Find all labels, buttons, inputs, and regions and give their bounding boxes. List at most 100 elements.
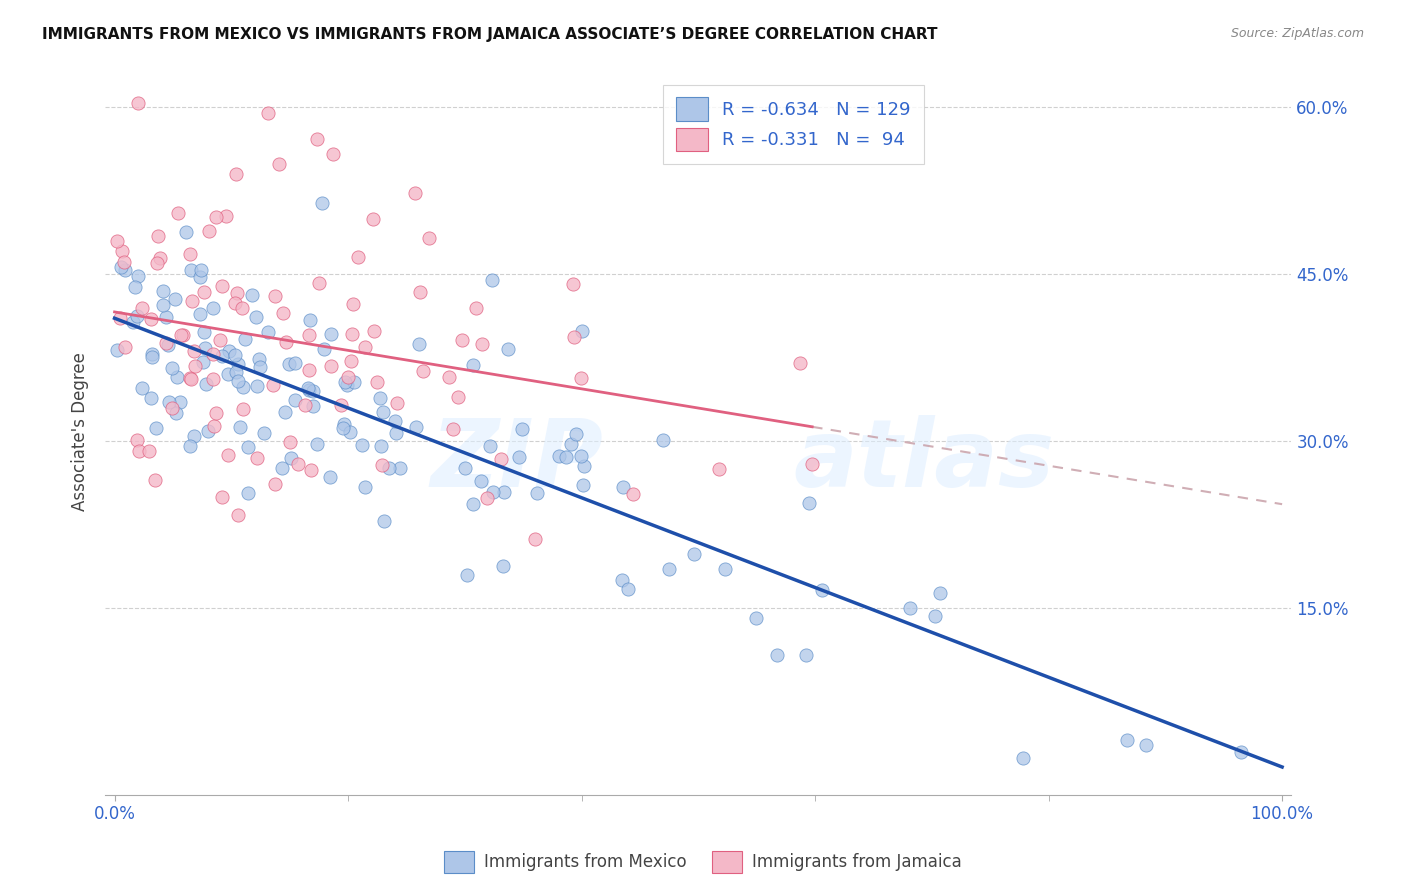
Point [491, 451, 513, 466]
Point [342, 375, 364, 389]
Point [225, 168, 247, 182]
Point [165, 406, 187, 420]
Point [319, 359, 342, 374]
Point [188, 270, 211, 285]
Point [141, 312, 163, 326]
Point [287, 457, 309, 471]
Point [510, 422, 533, 436]
Point [236, 486, 259, 500]
Point [409, 285, 432, 299]
Point [332, 421, 354, 435]
Point [157, 338, 180, 352]
Point [263, 289, 285, 303]
Point [180, 294, 202, 309]
Point [481, 273, 503, 287]
Text: atlas: atlas [793, 415, 1054, 507]
Point [298, 383, 321, 397]
Point [554, 450, 576, 464]
Point [658, 562, 681, 576]
Point [202, 346, 225, 360]
Point [233, 332, 256, 346]
Point [322, 146, 344, 161]
Point [339, 354, 361, 368]
Point [1116, 732, 1139, 747]
Point [226, 357, 249, 371]
Point [924, 608, 946, 623]
Point [193, 325, 215, 339]
Point [799, 496, 821, 510]
Point [264, 476, 287, 491]
Point [231, 301, 253, 316]
Y-axis label: Associate's Degree: Associate's Degree [72, 352, 89, 511]
Point [166, 369, 188, 384]
Point [108, 311, 131, 326]
Point [336, 369, 359, 384]
Point [928, 585, 950, 599]
Point [526, 486, 548, 500]
Point [143, 473, 166, 487]
Point [311, 195, 333, 210]
Point [801, 457, 824, 471]
Point [305, 132, 328, 146]
Point [496, 342, 519, 356]
Point [218, 343, 240, 358]
Point [240, 288, 263, 302]
Point [465, 301, 488, 316]
Point [1012, 751, 1035, 765]
Point [215, 210, 238, 224]
Point [146, 229, 169, 244]
Point [560, 437, 582, 451]
Point [361, 212, 384, 227]
Point [197, 424, 219, 438]
Point [446, 390, 468, 404]
Point [179, 247, 201, 261]
Point [280, 450, 302, 465]
Point [418, 231, 440, 245]
Point [217, 448, 239, 462]
Point [232, 402, 254, 417]
Point [384, 414, 406, 428]
Point [766, 648, 789, 662]
Point [145, 421, 167, 435]
Point [131, 381, 153, 395]
Point [105, 343, 128, 358]
Point [336, 378, 359, 392]
Point [188, 306, 211, 320]
Point [333, 376, 356, 390]
Point [165, 292, 187, 306]
Point [412, 364, 434, 378]
Point [110, 260, 132, 274]
Point [114, 340, 136, 354]
Point [385, 396, 408, 410]
Point [319, 470, 342, 484]
Point [278, 357, 301, 371]
Point [373, 405, 395, 419]
Point [131, 301, 153, 315]
Point [898, 601, 921, 615]
Point [548, 450, 571, 464]
Legend: R = -0.634   N = 129, R = -0.331   N =  94: R = -0.634 N = 129, R = -0.331 N = 94 [662, 85, 924, 164]
Point [172, 328, 194, 343]
Point [194, 341, 217, 355]
Point [404, 186, 426, 201]
Point [226, 374, 249, 388]
Point [190, 263, 212, 277]
Point [371, 458, 394, 473]
Point [202, 301, 225, 315]
Point [249, 359, 271, 374]
Point [789, 356, 811, 370]
Point [508, 450, 530, 464]
Point [491, 559, 513, 574]
Point [208, 334, 231, 348]
Point [470, 474, 492, 488]
Point [478, 439, 501, 453]
Point [745, 610, 768, 624]
Point [683, 548, 706, 562]
Point [354, 340, 377, 354]
Point [224, 349, 246, 363]
Point [408, 336, 430, 351]
Point [204, 210, 226, 224]
Point [125, 309, 148, 323]
Point [138, 444, 160, 458]
Point [294, 398, 316, 412]
